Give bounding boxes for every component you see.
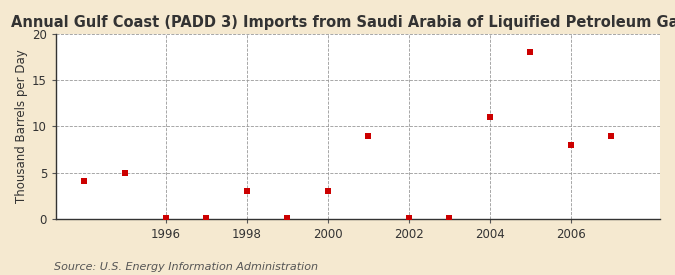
Point (79, 179, 90, 183)
Point (119, 170, 130, 175)
Point (566, 143, 576, 147)
Point (606, 133, 617, 138)
Point (200, 216, 211, 221)
Point (403, 216, 414, 221)
Y-axis label: Thousand Barrels per Day: Thousand Barrels per Day (15, 50, 28, 203)
Point (160, 216, 171, 221)
Point (362, 133, 373, 138)
Point (485, 115, 495, 119)
Point (444, 216, 455, 221)
Point (322, 189, 333, 193)
Title: Annual Gulf Coast (PADD 3) Imports from Saudi Arabia of Liquified Petroleum Gase: Annual Gulf Coast (PADD 3) Imports from … (11, 15, 675, 30)
Text: Source: U.S. Energy Information Administration: Source: U.S. Energy Information Administ… (54, 262, 318, 272)
Point (241, 189, 252, 193)
Point (525, 50, 536, 55)
Point (281, 216, 292, 221)
